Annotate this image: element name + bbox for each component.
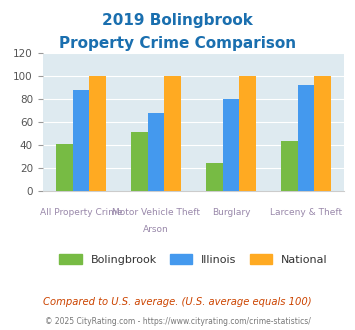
- Text: 2019 Bolingbrook: 2019 Bolingbrook: [102, 13, 253, 28]
- Bar: [56, 144, 73, 191]
- Bar: [281, 141, 297, 191]
- Text: © 2025 CityRating.com - https://www.cityrating.com/crime-statistics/: © 2025 CityRating.com - https://www.city…: [45, 317, 310, 326]
- Bar: [206, 163, 223, 191]
- Bar: [314, 76, 331, 191]
- Bar: [131, 132, 148, 191]
- Bar: [73, 90, 89, 191]
- Bar: [89, 76, 106, 191]
- Bar: [148, 113, 164, 191]
- Bar: [239, 76, 256, 191]
- Bar: [297, 85, 314, 191]
- Bar: [164, 76, 181, 191]
- Text: Property Crime Comparison: Property Crime Comparison: [59, 36, 296, 51]
- Legend: Bolingbrook, Illinois, National: Bolingbrook, Illinois, National: [55, 249, 332, 269]
- Text: Arson: Arson: [143, 225, 169, 234]
- Bar: [223, 99, 239, 191]
- Text: Compared to U.S. average. (U.S. average equals 100): Compared to U.S. average. (U.S. average …: [43, 297, 312, 307]
